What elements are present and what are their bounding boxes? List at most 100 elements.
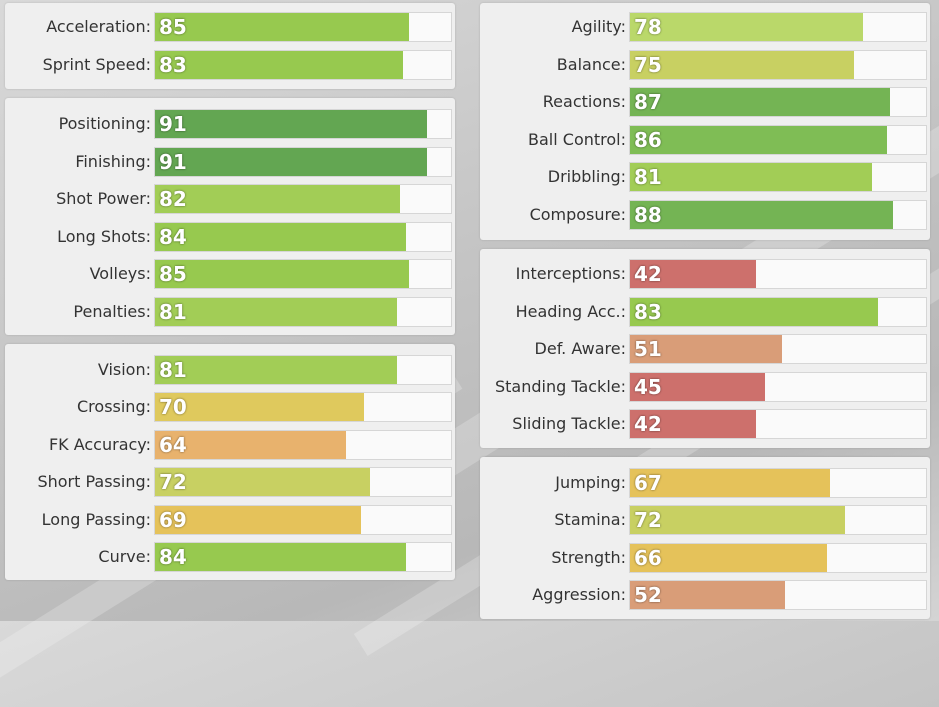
stat-bar: 84 [154, 542, 452, 572]
stat-bar: 64 [154, 430, 452, 460]
stat-label: Sliding Tackle: [512, 414, 626, 433]
stat-row: Shot Power: 82 [5, 184, 455, 214]
stat-bar: 88 [629, 200, 927, 230]
stat-bar: 72 [629, 505, 927, 535]
stat-row: Dribbling: 81 [480, 162, 930, 192]
stat-value: 88 [634, 203, 662, 227]
stat-value: 84 [159, 225, 187, 249]
stat-value: 69 [159, 508, 187, 532]
stat-value: 81 [159, 300, 187, 324]
physical-panel: Jumping: 67 Stamina: 72 Strength: 66 Agg… [480, 457, 930, 619]
stat-value: 87 [634, 90, 662, 114]
stat-label: Volleys: [89, 264, 151, 283]
stat-bar: 42 [629, 259, 927, 289]
stat-value: 81 [159, 358, 187, 382]
stat-label: Balance: [556, 55, 626, 74]
stat-bar: 45 [629, 372, 927, 402]
stat-bar-fill [155, 260, 410, 288]
stat-row: Sprint Speed: 83 [5, 50, 455, 80]
stat-bar-fill [630, 335, 783, 363]
stat-label: Aggression: [532, 585, 626, 604]
stat-bar: 75 [629, 50, 927, 80]
stat-bar-fill [630, 410, 756, 438]
stat-bar-fill [630, 51, 855, 79]
stat-bar: 69 [154, 505, 452, 535]
stat-row: Def. Aware: 51 [480, 334, 930, 364]
stat-value: 85 [159, 15, 187, 39]
stat-row: Acceleration: 85 [5, 12, 455, 42]
stat-bar: 51 [629, 334, 927, 364]
stat-bar: 81 [629, 162, 927, 192]
stat-label: Long Shots: [57, 227, 151, 246]
stat-bar: 78 [629, 12, 927, 42]
passing-panel: Vision: 81 Crossing: 70 FK Accuracy: 64 … [5, 344, 455, 580]
stat-bar: 70 [154, 392, 452, 422]
stat-bar-fill [630, 544, 828, 572]
stat-bar-fill [630, 88, 891, 116]
stat-bar: 83 [629, 297, 927, 327]
stat-label: Long Passing: [41, 510, 151, 529]
stat-value: 81 [634, 165, 662, 189]
stat-bar-fill [630, 298, 879, 326]
stat-bar: 91 [154, 147, 452, 177]
stat-bar-fill [155, 13, 410, 41]
stat-label: Finishing: [75, 152, 151, 171]
stat-bar-fill [630, 260, 756, 288]
stat-label: Positioning: [58, 114, 151, 133]
stat-bar-fill [630, 201, 894, 229]
stat-bar: 42 [629, 409, 927, 439]
stat-label: Ball Control: [528, 130, 626, 149]
stat-bar: 87 [629, 87, 927, 117]
stat-value: 91 [159, 112, 187, 136]
stat-value: 64 [159, 433, 187, 457]
stat-bar: 82 [154, 184, 452, 214]
stat-value: 45 [634, 375, 662, 399]
stat-label: Sprint Speed: [42, 55, 151, 74]
stat-bar-fill [630, 126, 888, 154]
stat-value: 42 [634, 262, 662, 286]
stat-row: Jumping: 67 [480, 468, 930, 498]
stat-bar-fill [155, 110, 428, 138]
stat-label: Jumping: [555, 473, 626, 492]
stat-value: 66 [634, 546, 662, 570]
stat-bar-fill [155, 298, 398, 326]
stat-row: Strength: 66 [480, 543, 930, 573]
stat-label: Strength: [551, 548, 626, 567]
stat-label: Shot Power: [56, 189, 151, 208]
stat-bar: 83 [154, 50, 452, 80]
stat-bar-fill [155, 356, 398, 384]
stat-label: Interceptions: [515, 264, 626, 283]
stat-label: Reactions: [542, 92, 626, 111]
stat-row: Balance: 75 [480, 50, 930, 80]
pace-panel: Acceleration: 85 Sprint Speed: 83 [5, 3, 455, 89]
stat-row: Finishing: 91 [5, 147, 455, 177]
stat-bar-fill [155, 543, 407, 571]
stat-value: 83 [159, 53, 187, 77]
stat-value: 51 [634, 337, 662, 361]
stat-label: Stamina: [554, 510, 626, 529]
stat-bar-fill [630, 13, 864, 41]
stat-value: 52 [634, 583, 662, 607]
stat-label: Acceleration: [46, 17, 151, 36]
stat-value: 75 [634, 53, 662, 77]
stat-value: 70 [159, 395, 187, 419]
stat-row: Interceptions: 42 [480, 259, 930, 289]
stat-row: FK Accuracy: 64 [5, 430, 455, 460]
stat-row: Crossing: 70 [5, 392, 455, 422]
stat-bar: 91 [154, 109, 452, 139]
stat-value: 67 [634, 471, 662, 495]
stat-bar-fill [155, 185, 401, 213]
stat-bar: 86 [629, 125, 927, 155]
stat-bar-fill [630, 469, 831, 497]
stat-bar: 85 [154, 259, 452, 289]
stat-value: 83 [634, 300, 662, 324]
stat-row: Sliding Tackle: 42 [480, 409, 930, 439]
stat-label: Vision: [97, 360, 151, 379]
stat-row: Long Shots: 84 [5, 222, 455, 252]
stat-bar-fill [155, 468, 371, 496]
stat-label: FK Accuracy: [48, 435, 151, 454]
stat-row: Positioning: 91 [5, 109, 455, 139]
stat-row: Vision: 81 [5, 355, 455, 385]
stat-bar: 81 [154, 355, 452, 385]
stat-value: 91 [159, 150, 187, 174]
